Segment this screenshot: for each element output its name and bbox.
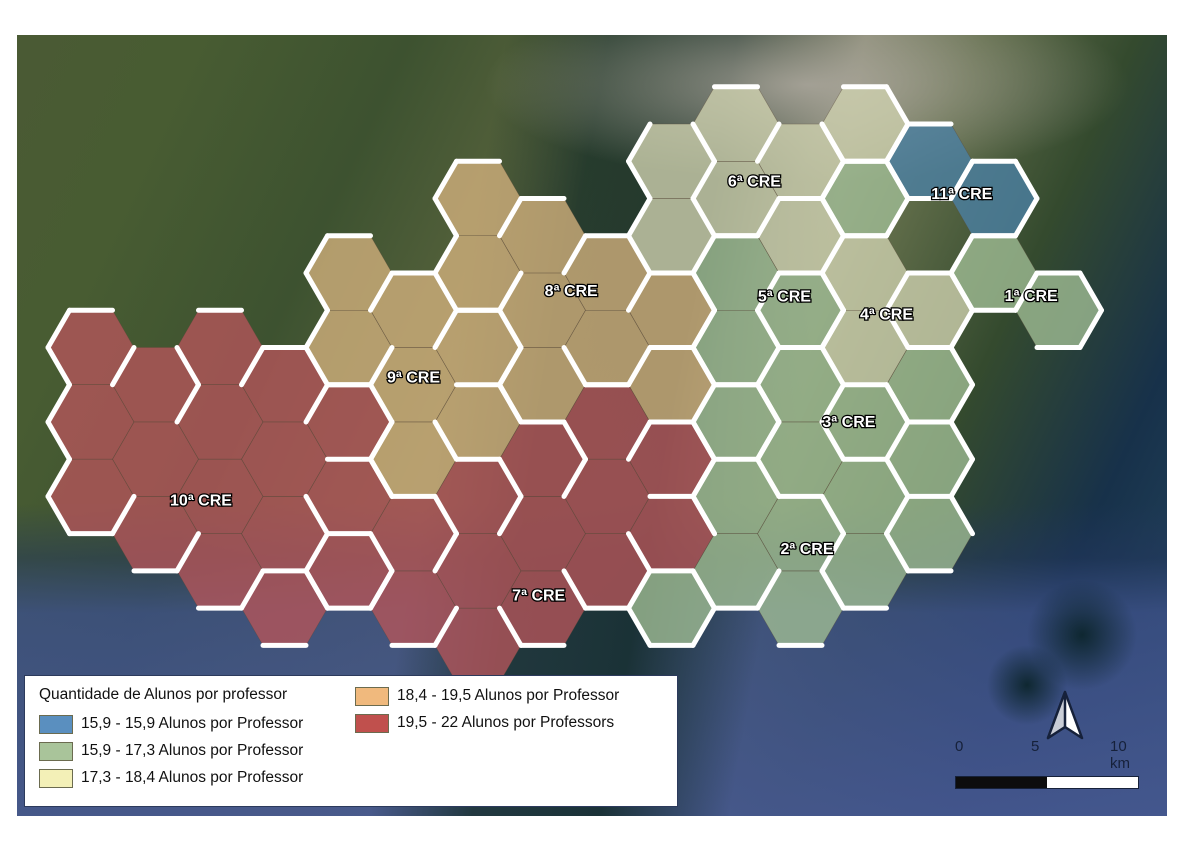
svg-text:7ª CRE: 7ª CRE (512, 588, 565, 605)
svg-text:1ª CRE: 1ª CRE (1005, 288, 1058, 305)
svg-text:8ª CRE: 8ª CRE (545, 283, 598, 300)
svg-text:2ª CRE: 2ª CRE (780, 541, 833, 558)
svg-text:10ª CRE: 10ª CRE (170, 493, 232, 510)
svg-text:5ª CRE: 5ª CRE (758, 289, 811, 306)
svg-text:4ª CRE: 4ª CRE (860, 306, 913, 323)
svg-text:6ª CRE: 6ª CRE (728, 173, 781, 190)
svg-text:9ª CRE: 9ª CRE (387, 370, 440, 387)
svg-text:11ª CRE: 11ª CRE (931, 186, 992, 203)
svg-text:3ª CRE: 3ª CRE (822, 414, 875, 431)
